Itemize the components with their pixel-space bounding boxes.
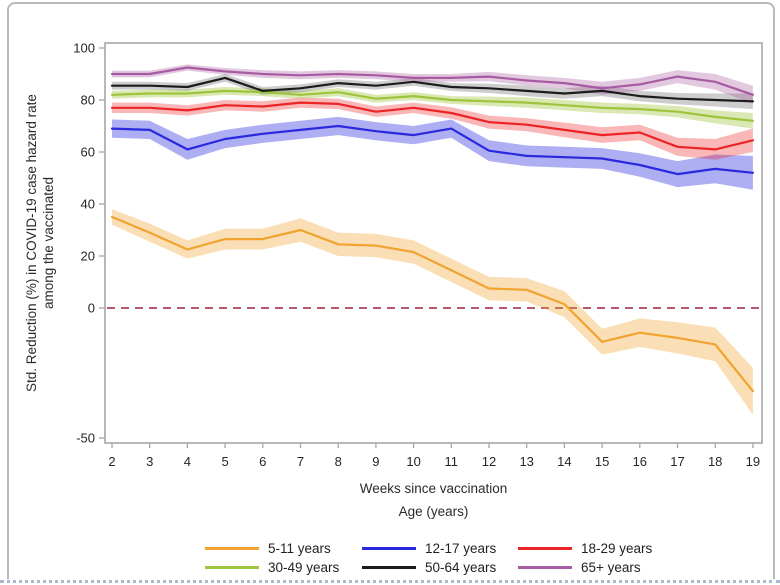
legend-swatch-12-17 xyxy=(362,547,416,550)
y-axis-title-line2: among the vaccinated xyxy=(41,176,56,310)
confidence-band-5-11 years xyxy=(112,209,753,415)
line-chart: 2 3 4 5 6 7 8 9 10 11 12 13 14 15 16 17 18 19 100 80 60 40 20 0… xyxy=(73,41,763,469)
x-axis-tick-label: 18 xyxy=(708,454,722,469)
y-axis-title: Std. Reduction (%) in COVID-19 case haza… xyxy=(23,28,59,458)
series-line-5-11 years xyxy=(110,215,755,393)
x-axis-tick-label: 11 xyxy=(445,454,459,469)
x-axis-tick-label: 12 xyxy=(482,454,496,469)
plot-frame xyxy=(104,42,763,444)
x-axis-tick-label: 15 xyxy=(595,454,609,469)
series-line-12-17 years xyxy=(110,124,755,176)
legend-entry-30-49: 30-49 years xyxy=(205,559,339,576)
y-axis-tick-label: 60 xyxy=(81,145,95,160)
x-axis-tick-label: 8 xyxy=(335,454,342,469)
legend-swatch-30-49 xyxy=(205,566,259,569)
series-line-30-49 years xyxy=(110,89,755,122)
legend-entry-65plus: 65+ years xyxy=(518,559,641,576)
series-line-50-64 years xyxy=(110,76,755,103)
x-axis-tick-label: 13 xyxy=(519,454,533,469)
legend-entry-12-17: 12-17 years xyxy=(362,540,496,557)
y-axis-title-line1: Std. Reduction (%) in COVID-19 case haza… xyxy=(24,94,39,392)
confidence-band-12-17 years xyxy=(112,116,753,190)
series-line-65+ years xyxy=(110,66,755,96)
legend-label-30-49: 30-49 years xyxy=(268,560,340,575)
legend-entry-18-29: 18-29 years xyxy=(518,540,652,557)
x-axis-tick-label: 4 xyxy=(184,454,191,469)
series-line-18-29 years xyxy=(110,101,755,151)
y-axis-tick-label: 20 xyxy=(81,249,95,264)
x-axis-tick-label: 14 xyxy=(557,454,571,469)
legend-label-18-29: 18-29 years xyxy=(581,541,653,556)
legend-entry-50-64: 50-64 years xyxy=(362,559,496,576)
window-bottom-edge xyxy=(0,580,780,583)
legend-swatch-50-64 xyxy=(362,566,416,569)
x-axis-tick-label: 19 xyxy=(746,454,760,469)
x-axis-tick-label: 3 xyxy=(146,454,153,469)
legend-label-50-64: 50-64 years xyxy=(425,560,497,575)
legend-label-12-17: 12-17 years xyxy=(425,541,497,556)
legend-title: Age (years) xyxy=(398,504,469,519)
y-axis-tick-label: 0 xyxy=(88,301,95,316)
x-axis-tick-label: 17 xyxy=(670,454,684,469)
legend-swatch-18-29 xyxy=(518,547,572,550)
legend-entry-5-11: 5-11 years xyxy=(205,540,331,557)
x-axis-title: Weeks since vaccination xyxy=(359,481,508,496)
x-axis-tick-label: 7 xyxy=(297,454,304,469)
y-axis-tick-label: 40 xyxy=(81,197,95,212)
x-axis-tick-label: 9 xyxy=(372,454,379,469)
x-axis-tick-label: 6 xyxy=(259,454,266,469)
legend-swatch-5-11 xyxy=(205,547,259,550)
confidence-band-50-64 years xyxy=(112,74,753,110)
legend-swatch-65plus xyxy=(518,566,572,569)
x-axis-tick-label: 5 xyxy=(221,454,228,469)
legend-label-5-11: 5-11 years xyxy=(268,541,331,556)
y-axis-tick-label: 100 xyxy=(73,41,95,56)
x-axis-tick-label: 2 xyxy=(108,454,115,469)
y-axis-tick-label: 80 xyxy=(81,93,95,108)
legend-label-65plus: 65+ years xyxy=(581,560,641,575)
x-axis-tick-label: 10 xyxy=(406,454,420,469)
x-axis-tick-label: 16 xyxy=(633,454,647,469)
y-axis-tick-label: -50 xyxy=(76,431,95,446)
